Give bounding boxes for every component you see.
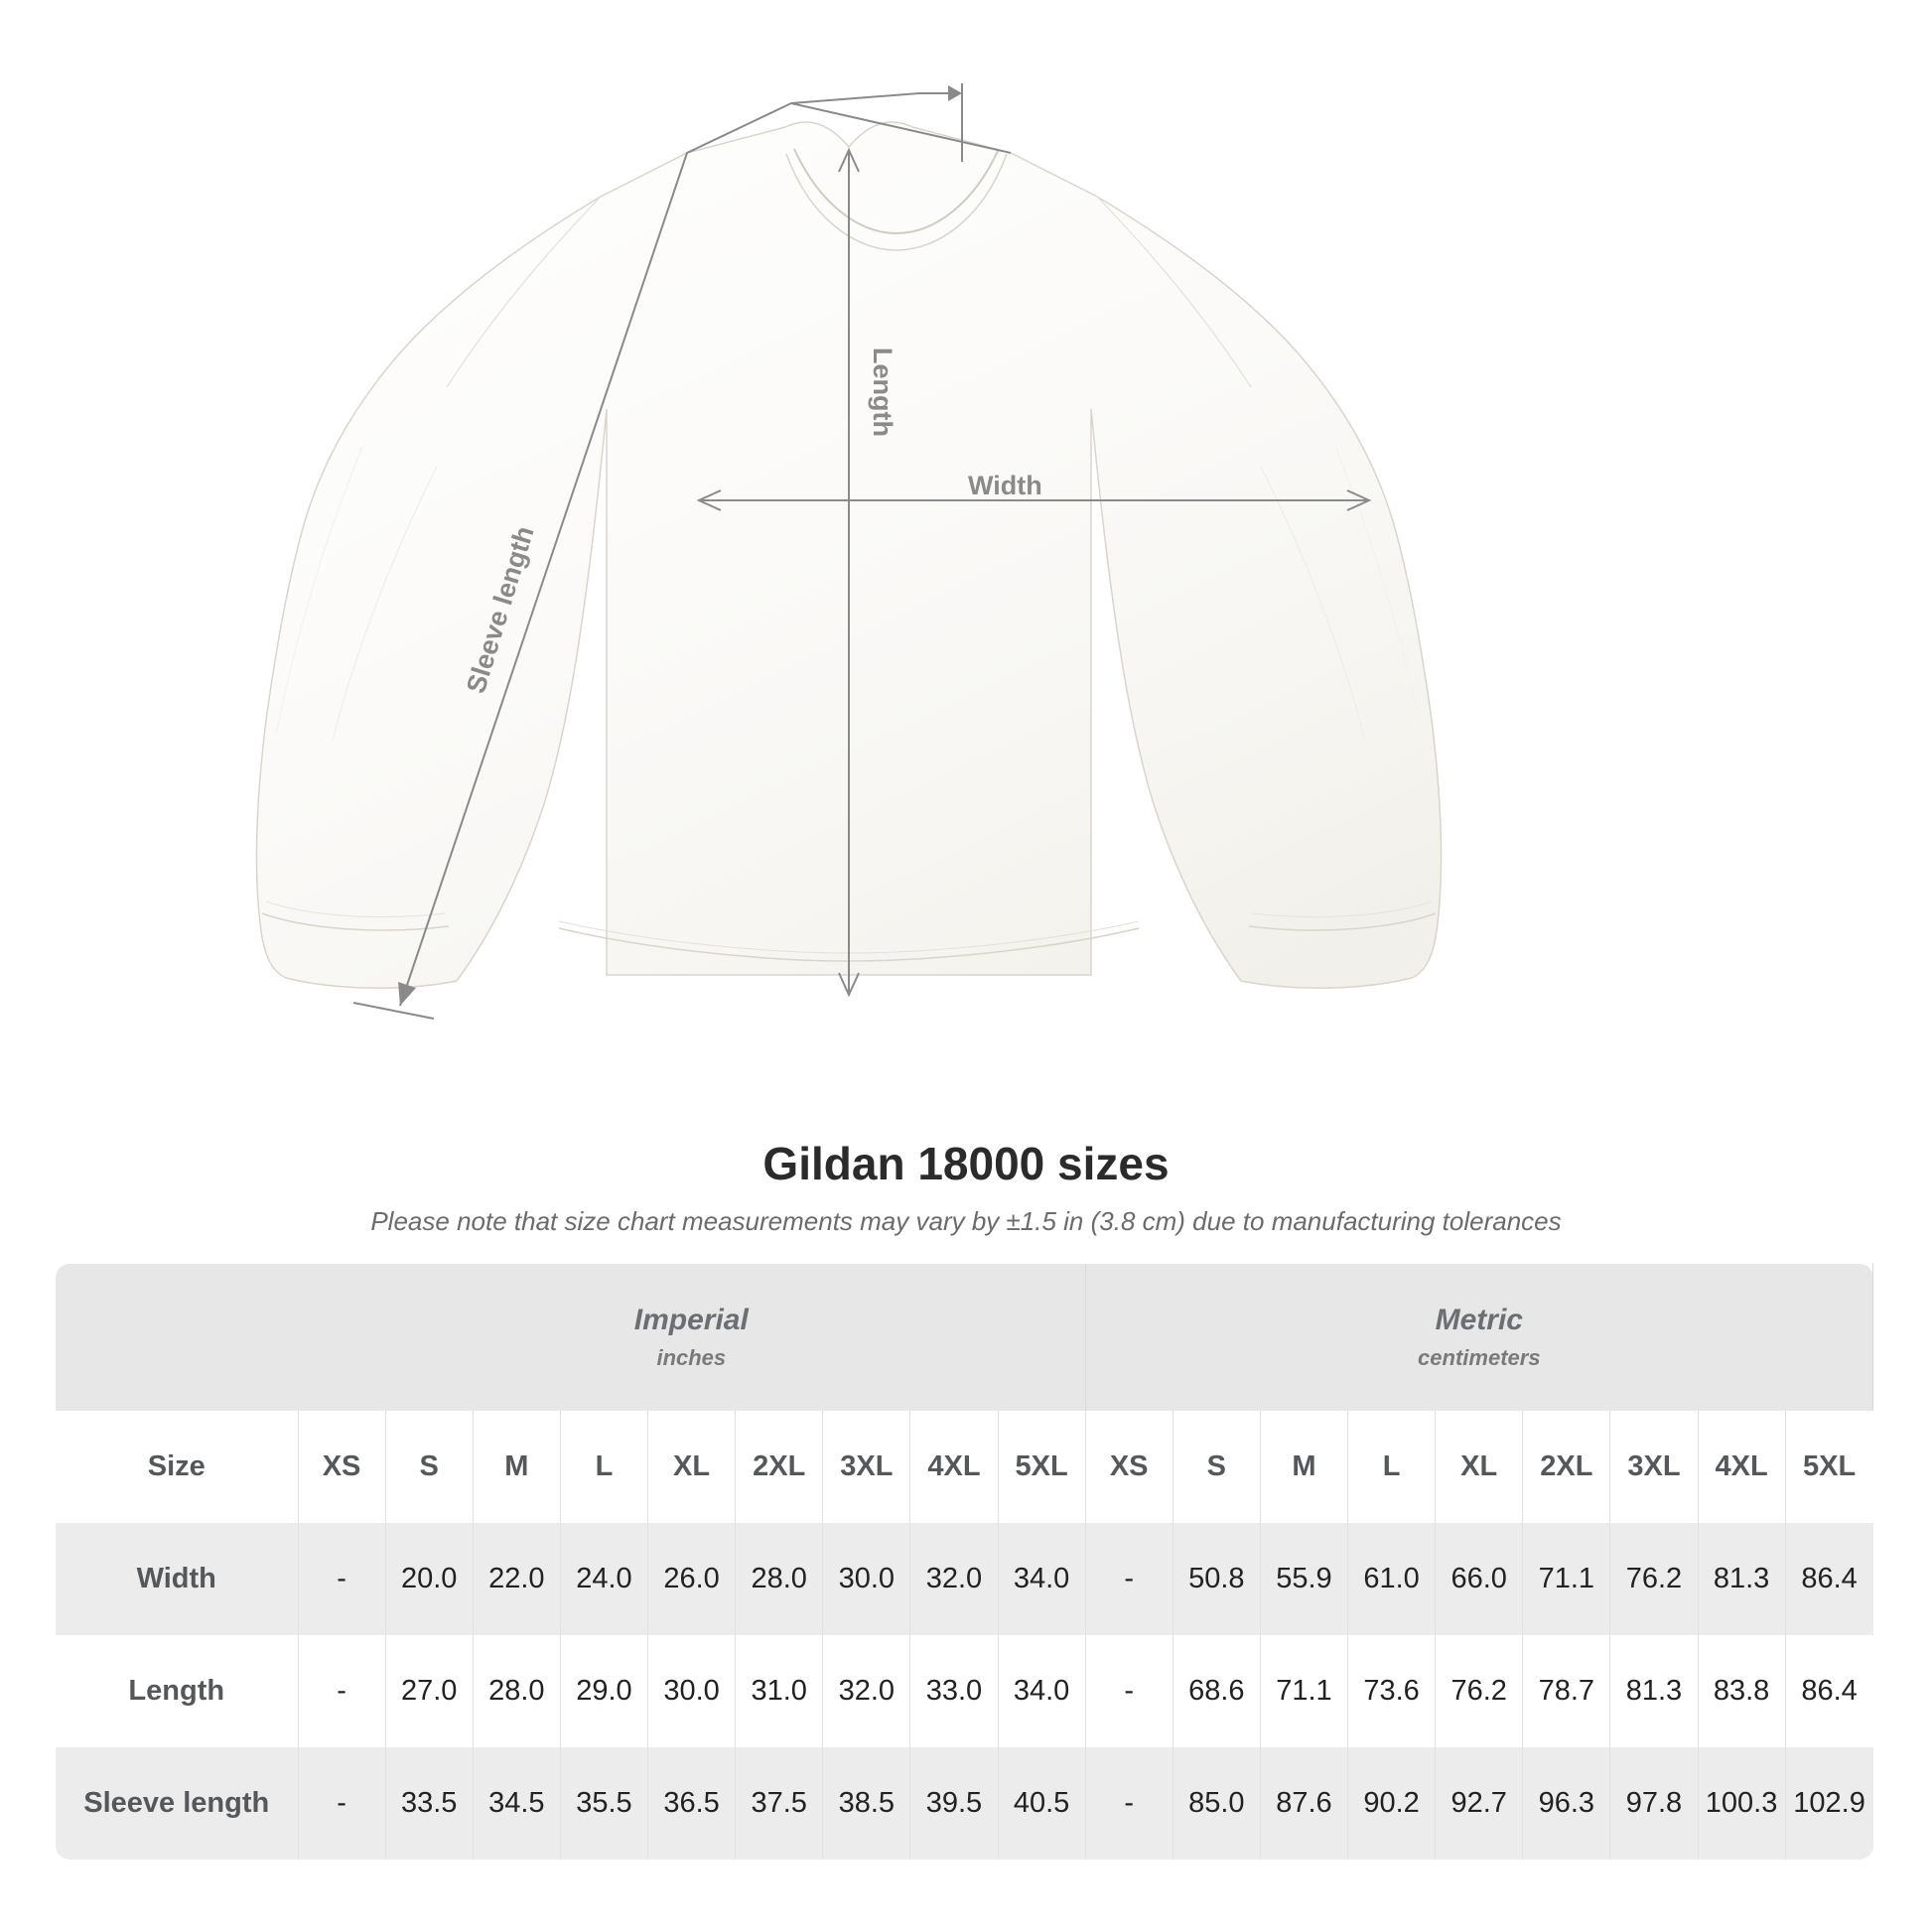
svg-text:Width: Width — [968, 471, 1042, 500]
svg-text:Sleeve length: Sleeve length — [461, 523, 540, 697]
svg-text:Length: Length — [868, 347, 897, 437]
